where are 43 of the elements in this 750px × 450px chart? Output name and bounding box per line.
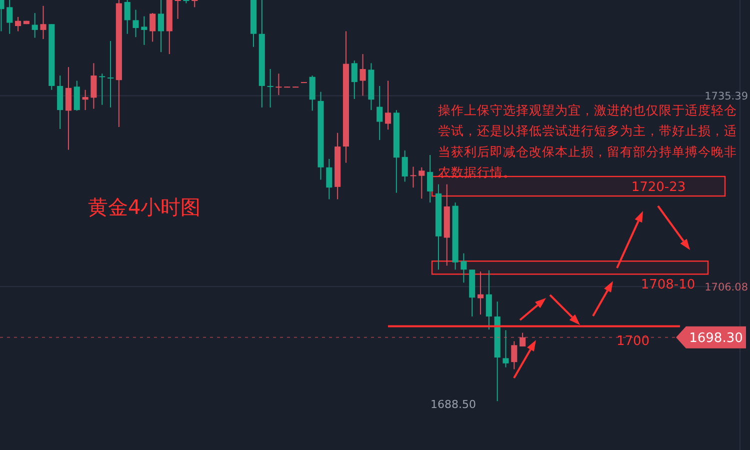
band-label: 1720-23 [631,180,686,195]
candlestick [309,75,316,112]
candlestick [82,89,88,111]
candlestick [410,166,416,188]
candlestick [402,150,408,182]
candlestick [351,60,358,100]
candlestick [99,73,106,106]
annotation: 黄金4小时图 [88,195,201,219]
ref-line-label: 1698.30 [689,330,743,346]
candlestick [477,271,484,316]
candlestick [32,12,38,38]
candlestick [267,68,274,108]
candlestick [183,0,190,4]
candlestick [14,16,22,32]
y-tick-label: 1735.39 [704,90,748,102]
candlestick [174,0,181,20]
candlestick [384,80,392,130]
candlestick [40,5,46,40]
candlestick [460,252,467,284]
candlestick [520,332,526,347]
candlestick [376,85,383,141]
candlestick [360,54,366,96]
candlestick [65,66,72,150]
candlestick [74,80,80,112]
candlestick [6,0,13,34]
candlestick [427,154,434,204]
candlestick [486,270,492,330]
legend-label: 1708-10 [640,278,696,293]
candlestick [158,0,164,53]
candlestick [141,16,148,46]
candlestick [326,158,332,200]
candlestick [276,73,282,96]
y-tick-label: 1706.08 [704,281,748,294]
candlestick [90,62,97,110]
candlestick [150,12,156,42]
candlestick [132,9,139,38]
candlestick [107,40,114,108]
candlestick [124,0,130,34]
annotation: 1688.50 [430,398,476,411]
candlestick [418,166,425,200]
candlestick [502,330,509,368]
candlestick [511,340,518,370]
ref-line-label: 1700 [616,334,650,349]
